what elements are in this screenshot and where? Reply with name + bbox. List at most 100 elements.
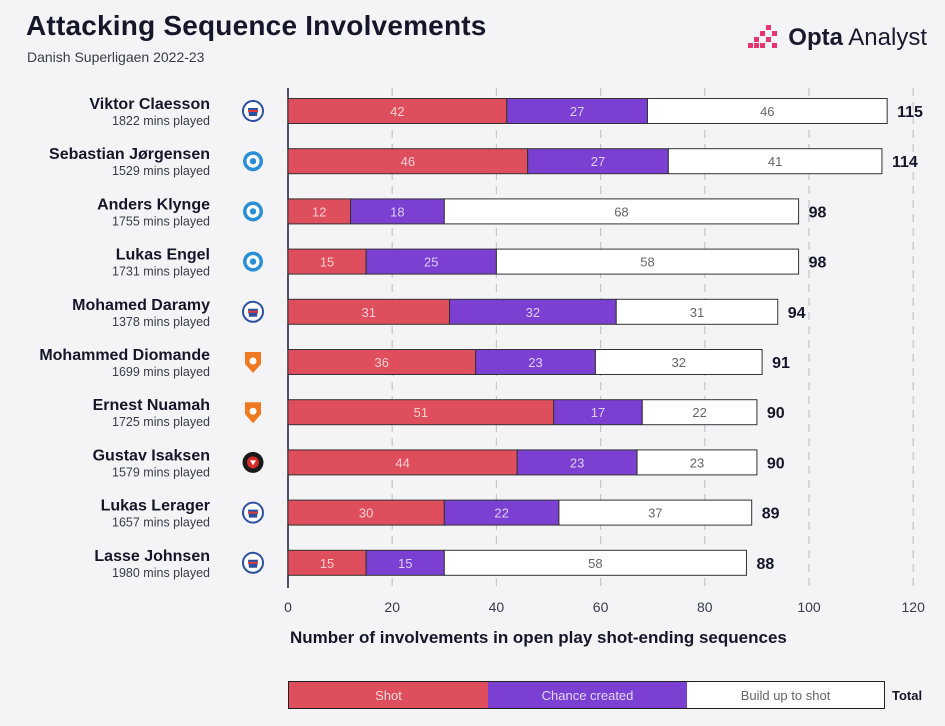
bar-segment-shot — [287, 248, 367, 275]
total-label: 90 — [767, 405, 785, 422]
brand-name-regular: Analyst — [848, 24, 927, 51]
opta-analyst-logo: Opta Analyst — [748, 24, 927, 52]
bar-segment-build — [667, 148, 883, 175]
bar-segment-build — [558, 499, 753, 526]
bar-value-label: 23 — [528, 355, 542, 370]
bar-value-label: 17 — [591, 405, 605, 420]
legend-total: Total — [892, 688, 923, 703]
bar-segment-build — [594, 349, 763, 375]
crest-stripe — [248, 561, 258, 564]
bar-value-label: 25 — [424, 255, 438, 270]
bar-value-label: 58 — [588, 556, 602, 571]
bar-value-label: 15 — [398, 556, 412, 571]
agf-crest-icon — [243, 151, 263, 172]
x-tick-label: 100 — [797, 599, 821, 615]
total-label: 98 — [809, 255, 827, 272]
midtjylland-crest-icon — [242, 451, 264, 473]
bar-value-label: 30 — [359, 506, 373, 521]
bar-value-label: 27 — [570, 104, 584, 119]
bar-value-label: 12 — [312, 204, 326, 219]
bar-segment-shot — [287, 298, 451, 325]
minutes-played: 1980 mins played — [112, 566, 210, 580]
x-tick-label: 60 — [593, 599, 609, 615]
bar-value-label: 31 — [362, 305, 376, 320]
bar-segment-chance — [365, 549, 445, 576]
copenhagen-crest-icon — [242, 100, 264, 122]
bar-value-label: 36 — [375, 355, 389, 370]
minutes-played: 1529 mins played — [112, 164, 210, 178]
bar-value-label: 46 — [401, 154, 415, 169]
bar-value-label: 27 — [591, 154, 605, 169]
bar-value-label: 68 — [614, 204, 628, 219]
player-name: Gustav Isaksen — [93, 447, 210, 464]
bar-value-label: 46 — [760, 104, 774, 119]
bar-segment-chance — [449, 298, 617, 325]
bar-value-label: 44 — [395, 455, 409, 470]
total-label: 115 — [897, 104, 923, 121]
bar-segment-build — [443, 198, 800, 225]
nordsjaelland-crest-icon — [245, 402, 261, 424]
bar-value-label: 18 — [390, 204, 404, 219]
crest-core — [249, 258, 257, 265]
bar-value-label: 42 — [390, 104, 404, 119]
agf-crest-icon — [243, 201, 263, 222]
minutes-played: 1731 mins played — [112, 265, 210, 279]
bar-segment-build — [443, 549, 747, 576]
bar-value-label: 31 — [690, 305, 704, 320]
copenhagen-crest-icon — [242, 501, 264, 524]
total-label: 98 — [809, 204, 827, 221]
bar-value-label: 37 — [648, 506, 662, 521]
bar-value-label: 15 — [320, 255, 334, 270]
agf-crest-icon — [243, 251, 263, 272]
minutes-played: 1579 mins played — [112, 465, 210, 479]
bar-segment-shot — [287, 148, 529, 175]
crest-emblem — [249, 357, 257, 365]
player-name: Mohamed Daramy — [72, 297, 210, 314]
minutes-played: 1657 mins played — [112, 516, 210, 530]
bar-value-label: 22 — [494, 506, 508, 521]
player-name: Lukas Lerager — [101, 498, 210, 515]
bar-segment-chance — [506, 98, 648, 124]
x-tick-label: 120 — [902, 599, 926, 615]
total-label: 90 — [767, 455, 785, 472]
total-label: 94 — [788, 305, 806, 322]
player-name: Viktor Claesson — [89, 96, 210, 113]
crest-emblem — [250, 460, 256, 466]
bar-segment-chance — [365, 248, 497, 275]
chart-subtitle: Danish Superligaen 2022-23 — [27, 49, 205, 65]
player-name: Mohammed Diomande — [39, 347, 210, 364]
opta-logo-icon — [748, 25, 778, 48]
crest-core — [249, 208, 257, 215]
bar-segment-shot — [287, 449, 518, 476]
x-tick-label: 80 — [697, 599, 713, 615]
bar-segment-build — [615, 298, 779, 325]
bar-segment-shot — [287, 399, 555, 426]
total-label: 91 — [772, 355, 790, 372]
bar-value-label: 22 — [692, 405, 706, 420]
bar-segment-build — [495, 248, 800, 275]
crest-stripe — [248, 511, 258, 514]
bar-value-label: 51 — [414, 405, 428, 420]
crest-stripe — [248, 110, 258, 112]
bar-value-label: 58 — [640, 255, 654, 270]
total-label: 88 — [756, 556, 774, 573]
legend: Shot Chance created Build up to shot — [288, 681, 885, 709]
copenhagen-crest-icon — [242, 300, 264, 323]
brand-name-bold: Opta — [788, 24, 843, 51]
bar-value-label: 23 — [690, 455, 704, 470]
bar-segment-chance — [350, 198, 445, 225]
x-tick-label: 40 — [489, 599, 505, 615]
bar-value-label: 15 — [320, 556, 334, 571]
bar-segment-shot — [287, 198, 352, 225]
x-tick-label: 0 — [284, 599, 292, 615]
nordsjaelland-crest-icon — [245, 352, 261, 373]
player-name: Lasse Johnsen — [94, 548, 210, 565]
minutes-played: 1378 mins played — [112, 315, 210, 329]
bar-value-label: 23 — [570, 455, 584, 470]
crest-stripe — [248, 310, 258, 313]
x-tick-label: 20 — [384, 599, 400, 615]
legend-shot: Shot — [289, 682, 488, 708]
total-label: 89 — [762, 506, 780, 523]
minutes-played: 1725 mins played — [112, 415, 210, 429]
total-label: 114 — [892, 154, 918, 171]
